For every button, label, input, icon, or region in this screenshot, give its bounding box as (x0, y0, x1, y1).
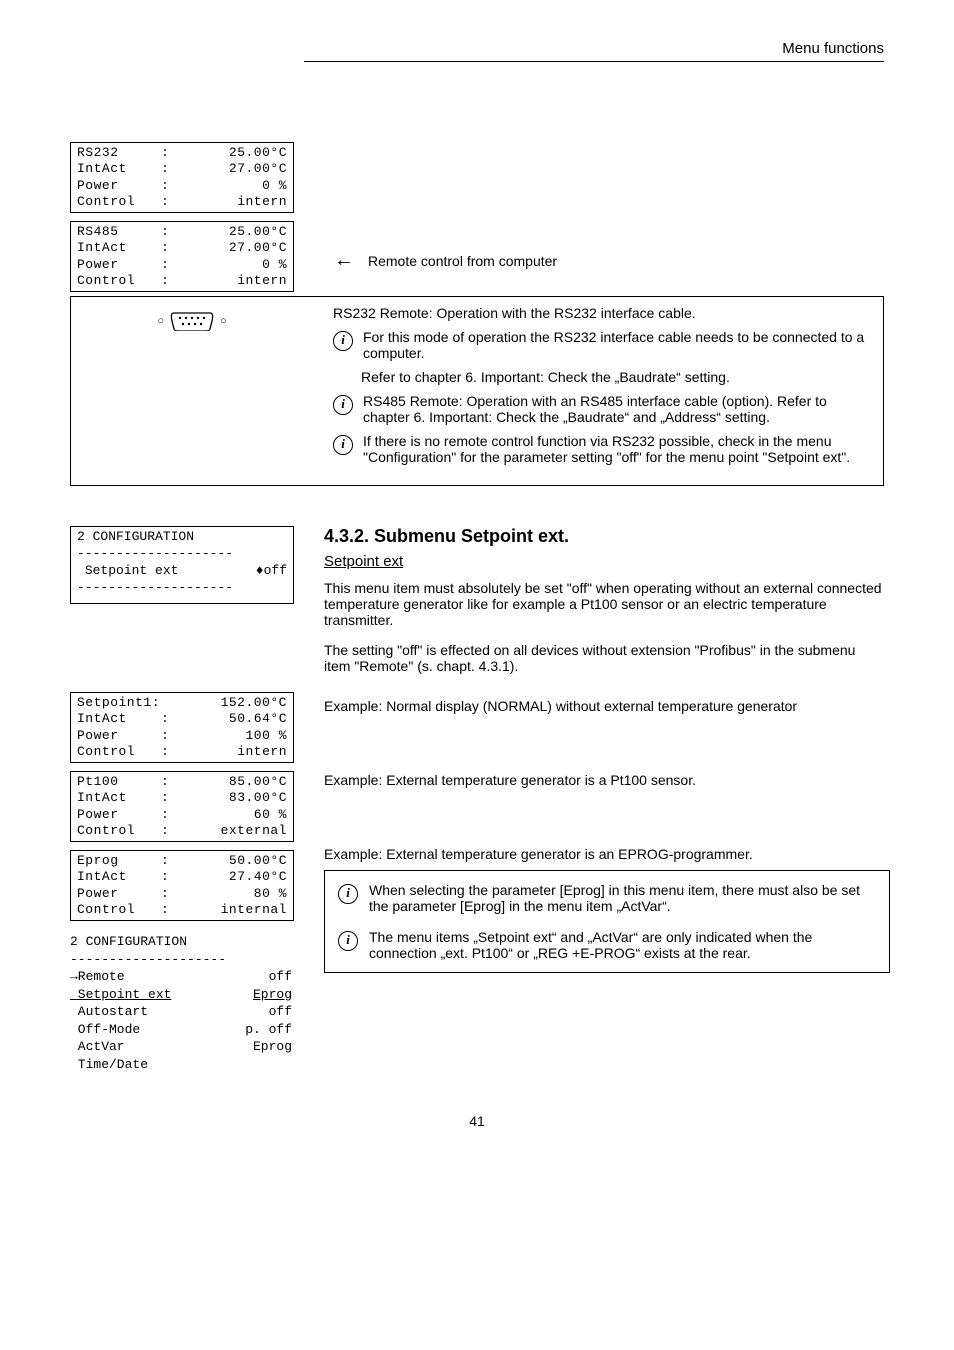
info-text-1: For this mode of operation the RS232 int… (363, 329, 873, 361)
info-icon: i (338, 884, 358, 904)
lcd-rs232: RS232:25.00°C IntAct:27.00°C Power:0 % C… (70, 142, 294, 213)
rs485-note: Remote control from computer (368, 253, 557, 269)
page-number: 41 (70, 1113, 884, 1129)
example-label-3: Example: External temperature generator … (324, 846, 890, 862)
info-icon: i (333, 435, 353, 455)
section-heading: 4.3.2. Submenu Setpoint ext. (324, 526, 884, 547)
outlined-info-block: ○ ○ RS232 Remote: Operation with the RS2… (70, 296, 884, 486)
header-title: Menu functions (782, 40, 884, 57)
example-label-1: Example: Normal display (NORMAL) without… (324, 698, 890, 714)
setpoint-ext-para1: The setting "off" is effected on all dev… (324, 642, 884, 674)
header-rule (304, 61, 884, 62)
ref-chapter6: Refer to chapter 6. Important: Check the… (361, 369, 873, 385)
cfg-lcd: 2 CONFIGURATION -------------------- Set… (70, 526, 294, 604)
example-label-2: Example: External temperature generator … (324, 772, 890, 788)
lcd-rs485: RS485:25.00°C IntAct:27.00°C Power:0 % C… (70, 221, 294, 292)
info-text-2: RS485 Remote: Operation with an RS485 in… (363, 393, 873, 425)
lcd-example-2: Pt100:85.00°C IntAct:83.00°C Power:60 % … (70, 771, 294, 842)
eprog-note-1: When selecting the parameter [Eprog] in … (359, 881, 877, 928)
eprog-note-box: i When selecting the parameter [Eprog] i… (324, 870, 890, 973)
setpoint-ext-body: This menu item must absolutely be set "o… (324, 580, 884, 628)
info-icon: i (333, 395, 353, 415)
lcd-example-1: Setpoint1:152.00°C IntAct:50.64°C Power:… (70, 692, 294, 763)
setpoint-ext-title: Setpoint ext (324, 553, 884, 570)
eprog-note-2: The menu items „Setpoint ext“ and „ActVa… (359, 928, 877, 962)
info-icon: i (333, 331, 353, 351)
rs232-remote-line: RS232 Remote: Operation with the RS232 i… (333, 305, 873, 321)
info-text-3: If there is no remote control function v… (363, 433, 873, 465)
cfg-menu: 2 CONFIGURATION -------------------- →Re… (70, 933, 292, 1073)
info-icon: i (338, 931, 358, 951)
connector-icon: ○ ○ (81, 311, 303, 331)
arrow-left-icon: ← (334, 249, 354, 272)
lcd-example-3: Eprog:50.00°C IntAct:27.40°C Power:80 % … (70, 850, 294, 921)
